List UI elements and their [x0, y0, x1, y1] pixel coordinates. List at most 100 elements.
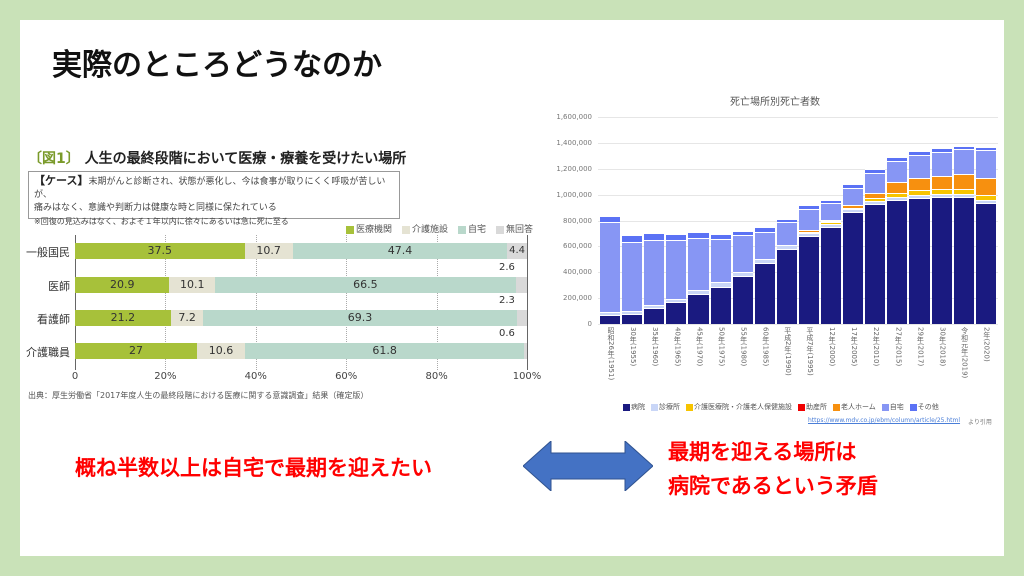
legend-label: 自宅 — [467, 225, 486, 235]
bar-segment — [843, 207, 864, 209]
bar-segment: 10.6 — [197, 343, 245, 359]
legend-swatch — [651, 403, 658, 411]
row-label: 医師 — [48, 280, 70, 293]
bar-segment — [865, 169, 886, 173]
legend-label: 介護施設 — [411, 225, 448, 235]
case-box: 【ケース】末期がんと診断され、状態が悪化し、今は食事が取りにくく呼吸が苦しいが、… — [28, 171, 400, 226]
bar-segment — [887, 157, 908, 162]
bar-segment — [909, 194, 930, 198]
bar-segment — [931, 197, 952, 324]
bar-segment: 47.4 — [292, 243, 508, 259]
bar-segment — [865, 173, 886, 193]
bar-segment — [666, 239, 687, 300]
bar-segment — [732, 230, 753, 236]
bar-segment — [931, 151, 952, 176]
bar-segment — [975, 146, 996, 151]
x-tick-label: 40年(1965) — [673, 327, 682, 367]
bar-segment — [865, 198, 886, 201]
bar-segment — [644, 308, 665, 324]
bar-segment — [843, 212, 864, 324]
preference-chart: 〔図1〕 人生の最終段階において医療・療養を受けたい場所 【ケース】末期がんと診… — [20, 140, 545, 410]
bar-segment — [776, 248, 797, 324]
legend-swatch — [623, 403, 630, 411]
bar-segment — [732, 271, 753, 276]
x-tick-label: 30年(1955) — [629, 327, 638, 367]
bar-segment — [931, 194, 952, 198]
message-left: 概ね半数以上は自宅で最期を迎えたい — [75, 456, 432, 480]
source-suffix: より引用 — [968, 419, 992, 426]
bar-segment — [865, 192, 886, 199]
bar-segment: 27 — [75, 343, 198, 359]
x-tick-label: 60年(1985) — [761, 327, 770, 367]
bar-segment — [887, 196, 908, 200]
bar-segment — [754, 227, 775, 232]
x-tick-label: 60% — [335, 371, 358, 382]
x-tick-label: 30年(2018) — [938, 327, 947, 367]
legend-item: 老人ホーム — [833, 402, 876, 412]
chart-title-text: 人生の最終段階において医療・療養を受けたい場所 — [84, 151, 407, 167]
legend-label: 助産所 — [806, 403, 827, 411]
bar-segment — [600, 216, 621, 223]
bar-segment — [600, 315, 621, 324]
legend-item: 助産所 — [798, 402, 827, 412]
bar-segment — [843, 208, 864, 213]
legend-item: 病院 — [623, 402, 645, 412]
bar-segment — [975, 194, 996, 200]
bar-segment — [887, 161, 908, 183]
bar-segment — [909, 151, 930, 155]
bar-segment — [953, 193, 974, 197]
legend-label: 無回答 — [505, 225, 533, 235]
x-tick-label: 平成7年(1995) — [805, 327, 814, 376]
data-label: 2.6 — [499, 262, 515, 273]
x-tick-label: 50年(1975) — [717, 327, 726, 367]
x-tick-label: 29年(2017) — [916, 327, 925, 367]
row-label: 一般国民 — [26, 246, 70, 259]
x-tick-label: 12年(2000) — [828, 327, 836, 367]
bar-segment: 37.5 — [75, 243, 245, 259]
bar-segment — [622, 234, 643, 242]
bar-segment — [843, 184, 864, 188]
gridline — [598, 220, 998, 222]
bar-segment — [953, 149, 974, 175]
bar-segment: 61.8 — [244, 343, 525, 359]
chart-title: 死亡場所別死亡者数 — [730, 97, 820, 108]
y-tick-label: 600,000 — [563, 242, 592, 251]
bar-segment — [524, 343, 527, 359]
bar-segment: 10.1 — [169, 277, 216, 293]
bar-segment — [798, 236, 820, 324]
figure-number: 〔図1〕 — [28, 151, 80, 167]
legend-swatch — [833, 403, 840, 411]
bar-segment — [821, 223, 842, 228]
legend-label: 老人ホーム — [841, 403, 876, 411]
x-tick-label: 2年(2020) — [982, 327, 991, 362]
gridline — [598, 142, 998, 144]
gridline — [527, 235, 528, 370]
source-link[interactable]: https://www.mdv.co.jp/ebm/column/article… — [808, 417, 961, 424]
x-tick-label: 0 — [71, 371, 79, 382]
x-tick-label: 昭和26年(1951) — [607, 327, 615, 381]
bar-segment — [798, 232, 820, 234]
bar-segment — [821, 220, 842, 223]
bar-segment — [732, 275, 753, 324]
bar-segment — [975, 150, 996, 179]
bar-segment: 7.2 — [170, 310, 204, 326]
preference-chart-title: 〔図1〕 人生の最終段階において医療・療養を受けたい場所 — [28, 148, 406, 168]
bar-segment — [516, 310, 527, 326]
data-label: 2.3 — [499, 295, 515, 306]
bar-segment — [754, 231, 775, 260]
legend-item: 介護医療院・介護老人保健施設 — [686, 402, 792, 412]
legend-label: 自宅 — [889, 403, 904, 411]
bar-segment — [931, 148, 952, 152]
gridline — [598, 168, 998, 170]
row-label: 看護師 — [37, 313, 70, 326]
x-tick-label: 27年(2015) — [894, 327, 903, 367]
bar-segment — [798, 232, 820, 237]
gridline — [75, 235, 76, 370]
case-label: 【ケース】 — [34, 174, 89, 187]
x-tick-label: 令和元年(2019) — [960, 327, 969, 379]
legend-swatch — [495, 225, 504, 234]
case-text-2: 痛みはなく、意識や判断力は健康な時と同様に保たれている — [34, 203, 277, 213]
bar-segment — [887, 182, 908, 193]
bar-segment — [931, 175, 952, 190]
bar-segment — [622, 313, 643, 324]
